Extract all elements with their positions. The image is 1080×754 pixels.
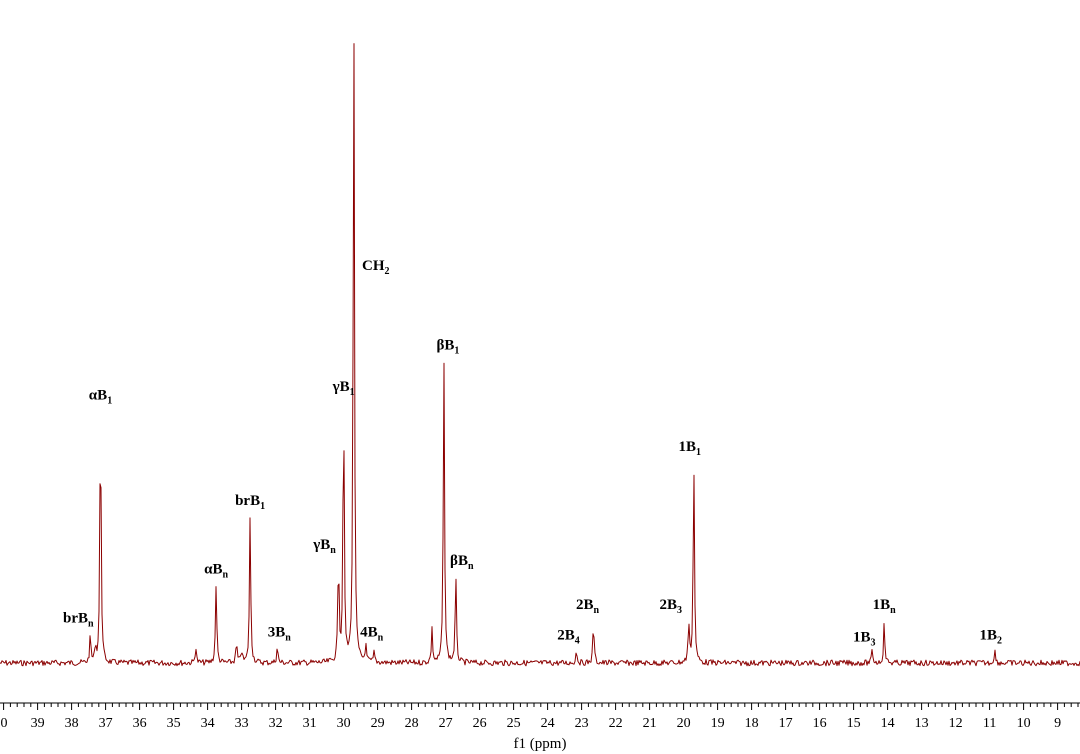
x-tick-label: 36: [133, 716, 147, 731]
peak-label-main: 2B: [659, 597, 677, 613]
peak-label-subscript: n: [285, 632, 291, 643]
peak-label: CH2: [362, 258, 390, 277]
peak-label: αBn: [204, 561, 228, 580]
peak-label-main: βB: [450, 553, 468, 569]
peak-label-main: 3B: [268, 624, 286, 640]
x-tick-label: 0: [1, 716, 8, 731]
peak-label-main: αB: [89, 388, 107, 404]
x-tick-label: 31: [303, 716, 317, 731]
peak-label: 1B2: [979, 628, 1002, 647]
peak-label-main: 2B: [557, 628, 575, 644]
x-tick-label: 23: [575, 716, 589, 731]
peak-label-subscript: 1: [107, 396, 112, 407]
x-tick-label: 9: [1054, 716, 1061, 731]
peak-label: 4Bn: [360, 624, 384, 643]
peak-label: γBn: [312, 537, 336, 556]
peak-label-subscript: n: [890, 605, 896, 616]
peak-label-main: 1B: [679, 439, 697, 455]
x-tick-label: 39: [31, 716, 45, 731]
peak-label: brB1: [235, 493, 265, 512]
x-tick-label: 17: [779, 716, 793, 731]
peak-label-main: 1B: [979, 628, 997, 644]
peak-label-main: 4B: [360, 624, 378, 640]
peak-label-subscript: 1: [260, 501, 265, 512]
x-tick-label: 14: [881, 716, 895, 731]
x-tick-label: 15: [847, 716, 861, 731]
peak-label-main: αB: [204, 561, 222, 577]
peak-label-subscript: 2: [997, 636, 1002, 647]
x-tick-label: 29: [371, 716, 385, 731]
peak-label-subscript: n: [468, 561, 474, 572]
x-tick-label: 30: [337, 716, 351, 731]
x-tick-label: 37: [99, 716, 113, 731]
x-tick-label: 12: [949, 716, 963, 731]
x-tick-label: 33: [235, 716, 249, 731]
peak-label-subscript: 1: [350, 387, 355, 398]
x-tick-label: 19: [711, 716, 725, 731]
peak-label: brBn: [63, 611, 94, 630]
peak-label-main: brB: [235, 493, 260, 509]
peak-label-main: 1B: [873, 597, 891, 613]
x-tick-label: 10: [1017, 716, 1031, 731]
x-axis-title: f1 (ppm): [514, 736, 567, 752]
x-tick-label: 11: [983, 716, 996, 731]
peak-label: 3Bn: [268, 624, 292, 643]
x-tick-label: 13: [915, 716, 929, 731]
x-tick-label: 22: [609, 716, 623, 731]
peak-label: 2B3: [659, 597, 682, 616]
peak-label: αB1: [89, 388, 112, 407]
x-tick-label: 24: [541, 716, 555, 731]
x-tick-label: 38: [65, 716, 79, 731]
peak-label: βBn: [450, 553, 474, 572]
peak-label-main: γB: [332, 379, 350, 395]
peak-label-subscript: 1: [454, 345, 459, 356]
peak-label: 1B3: [853, 630, 876, 649]
x-tick-label: 25: [507, 716, 521, 731]
peak-label-subscript: 3: [871, 638, 876, 649]
peak-label-subscript: 1: [696, 447, 701, 458]
x-tick-label: 27: [439, 716, 453, 731]
peak-label-main: brB: [63, 611, 88, 627]
x-tick-label: 26: [473, 716, 487, 731]
x-tick-label: 18: [745, 716, 759, 731]
x-tick-label: 28: [405, 716, 419, 731]
peak-label: βB1: [436, 337, 459, 356]
peak-labels: αB1brBnαBnbrB13BnγBnγB1CH24BnβB1βBn2B42B…: [63, 258, 1002, 649]
spectrum-trace: [0, 43, 1080, 667]
x-tick-label: 34: [201, 716, 215, 731]
x-axis: 0 39 38 37 36 35 34 33 32 31 30 29 28 27 26 25 24 23 22 21 2…: [1, 703, 1079, 731]
peak-label-main: 2B: [576, 597, 594, 613]
x-tick-label: 16: [813, 716, 827, 731]
x-tick-label: 20: [677, 716, 691, 731]
peak-label-subscript: 4: [575, 636, 580, 647]
peak-label-subscript: n: [593, 605, 599, 616]
peak-label-main: 1B: [853, 630, 871, 646]
peak-label-subscript: n: [223, 569, 229, 580]
peak-label-main: CH: [362, 258, 385, 274]
peak-label: 1B1: [679, 439, 702, 458]
peak-label-subscript: n: [330, 545, 336, 556]
peak-label-main: βB: [436, 337, 454, 353]
peak-label: 1Bn: [873, 597, 897, 616]
peak-label-main: γB: [312, 537, 330, 553]
peak-label-subscript: 3: [677, 605, 682, 616]
peak-label-subscript: 2: [385, 266, 390, 277]
x-tick-label: 21: [643, 716, 657, 731]
peak-label-subscript: n: [88, 619, 94, 630]
x-tick-label: 32: [269, 716, 283, 731]
peak-label: 2Bn: [576, 597, 600, 616]
peak-label: γB1: [332, 379, 355, 398]
x-tick-label: 35: [167, 716, 181, 731]
peak-label: 2B4: [557, 628, 580, 647]
peak-label-subscript: n: [378, 632, 384, 643]
